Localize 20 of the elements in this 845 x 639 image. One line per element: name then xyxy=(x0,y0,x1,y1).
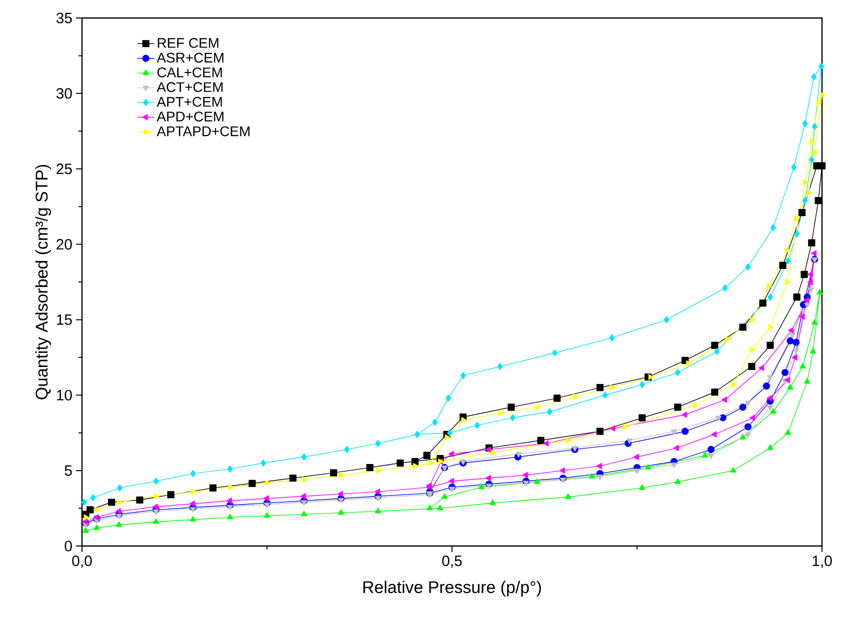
legend-label: ACT+CEM xyxy=(156,82,223,92)
legend-label: APD+CEM xyxy=(156,112,224,122)
legend-label: APT+CEM xyxy=(156,96,222,107)
legend-label: REF CEM xyxy=(158,38,218,48)
y-tick-label: 30 xyxy=(56,88,72,99)
y-tick-label: 5 xyxy=(64,465,72,476)
x-axis-title: Relative Pressure (p/p°) xyxy=(363,580,541,596)
y-tick-label: 35 xyxy=(56,12,72,24)
y-axis-title: Quantity Adsorbed (cm³/g STP) xyxy=(35,164,52,400)
legend-label: APTAPD+CEM xyxy=(156,126,250,136)
y-tick-label: 10 xyxy=(57,390,72,400)
y-tick-label: 15 xyxy=(57,314,72,325)
x-tick-label: 0,5 xyxy=(442,556,462,568)
y-tick-label: 20 xyxy=(56,238,72,250)
y-tick-label: 0 xyxy=(64,540,72,552)
x-tick-label: 1,0 xyxy=(812,556,832,568)
legend-label: CAL+CEM xyxy=(157,67,222,78)
x-tick-label: 0,0 xyxy=(72,556,92,568)
y-tick-label: 25 xyxy=(56,164,72,174)
legend-label: ASR+CEM xyxy=(156,52,224,63)
